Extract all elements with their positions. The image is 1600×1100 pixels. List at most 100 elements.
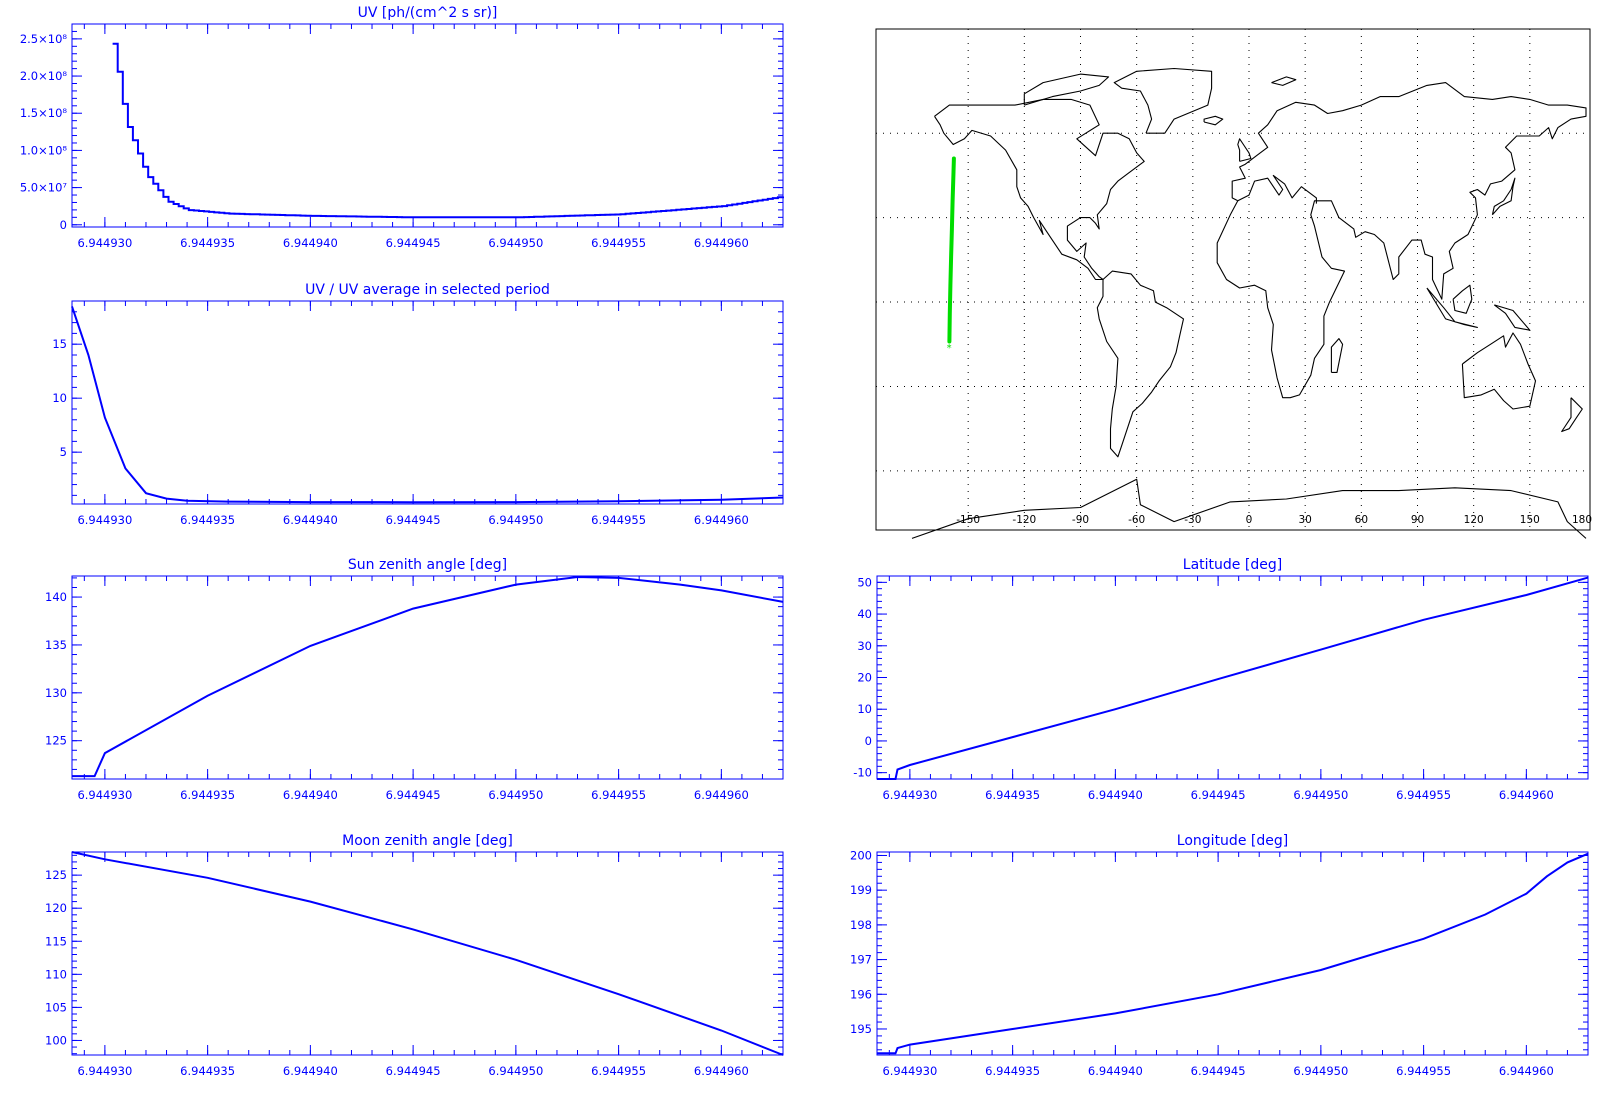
y-tick-label: 195 bbox=[850, 1022, 872, 1036]
coastline-mediterranean-north bbox=[1237, 174, 1317, 204]
world-map-panel: * -150 -120 -90 -60 -30 0 30 60 90 120 150 180 bbox=[875, 28, 1592, 539]
map-longitude-label: 30 bbox=[1298, 514, 1311, 526]
coastline-new-zealand bbox=[1561, 397, 1583, 433]
x-tick-label: 6.944935 bbox=[985, 788, 1040, 802]
x-tick-label: 6.944930 bbox=[77, 236, 132, 250]
map-coastlines bbox=[911, 67, 1587, 539]
coastline-british-isles bbox=[1237, 138, 1252, 162]
map-longitude-label: 180 bbox=[1572, 514, 1592, 526]
uv-ratio-plot-frame bbox=[71, 300, 784, 505]
x-tick-label: 6.944960 bbox=[694, 1064, 749, 1078]
x-tick-label: 6.944945 bbox=[1191, 1064, 1246, 1078]
x-tick-label: 6.944945 bbox=[386, 788, 441, 802]
coastline-africa-eurasia bbox=[1216, 82, 1587, 399]
y-tick-label: 30 bbox=[857, 639, 872, 653]
uv-chart: UV [ph/(cm^2 s sr)] 6.944930 6.944935 6.944… bbox=[20, 5, 784, 250]
coastline-borneo bbox=[1452, 284, 1473, 314]
x-tick-label: 6.944955 bbox=[1396, 788, 1451, 802]
latitude-title: Latitude [deg] bbox=[1183, 557, 1282, 573]
x-tick-label: 6.944940 bbox=[1088, 788, 1143, 802]
x-tick-label: 6.944930 bbox=[77, 513, 132, 527]
y-tick-label: 115 bbox=[45, 934, 67, 948]
coastline-antarctica bbox=[911, 478, 1587, 539]
coastline-iceland bbox=[1203, 115, 1224, 126]
uv-ratio-chart: UV / UV average in selected period 6.9449… bbox=[52, 282, 784, 527]
map-longitude-label: 120 bbox=[1464, 514, 1484, 526]
x-tick-label: 6.944955 bbox=[591, 236, 646, 250]
uv-plot-frame bbox=[71, 23, 784, 228]
map-longitude-label: 0 bbox=[1246, 514, 1253, 526]
longitude-title: Longitude [deg] bbox=[1177, 833, 1288, 849]
sun-zenith-series-line bbox=[72, 575, 784, 778]
y-tick-label: 1.5×10⁸ bbox=[20, 106, 68, 120]
y-tick-label: 130 bbox=[45, 686, 67, 700]
coastline-australia bbox=[1461, 332, 1537, 410]
y-tick-label: 198 bbox=[850, 918, 872, 932]
x-tick-label: 6.944955 bbox=[591, 788, 646, 802]
y-tick-label: 140 bbox=[45, 590, 67, 604]
longitude-chart: Longitude [deg] 6.944930 6.944935 6.944940 6… bbox=[850, 833, 1589, 1078]
map-longitude-label: 60 bbox=[1355, 514, 1368, 526]
x-tick-label: 6.944955 bbox=[591, 513, 646, 527]
x-tick-label: 6.944960 bbox=[694, 513, 749, 527]
x-tick-label: 6.944930 bbox=[77, 788, 132, 802]
y-tick-label: 125 bbox=[45, 734, 67, 748]
moon-zenith-plot-frame bbox=[71, 851, 784, 1056]
x-tick-label: 6.944930 bbox=[77, 1064, 132, 1078]
track-start-marker: * bbox=[947, 343, 952, 354]
y-tick-label: 50 bbox=[857, 575, 872, 589]
coastline-north-america bbox=[934, 98, 1145, 281]
y-tick-label: 0 bbox=[865, 734, 872, 748]
map-longitude-label: -120 bbox=[1012, 514, 1036, 526]
y-tick-label: 135 bbox=[45, 638, 67, 652]
x-tick-label: 6.944940 bbox=[1088, 1064, 1143, 1078]
y-tick-label: -10 bbox=[853, 766, 872, 780]
y-tick-label: 1.0×10⁸ bbox=[20, 143, 68, 157]
y-tick-label: 200 bbox=[850, 848, 872, 862]
coastline-arctic-islands bbox=[1023, 73, 1110, 106]
y-tick-label: 196 bbox=[850, 987, 872, 1001]
x-tick-label: 6.944960 bbox=[694, 236, 749, 250]
y-tick-label: 2.5×10⁸ bbox=[20, 32, 68, 46]
x-tick-label: 6.944950 bbox=[488, 236, 543, 250]
x-tick-label: 6.944935 bbox=[985, 1064, 1040, 1078]
x-tick-label: 6.944940 bbox=[283, 236, 338, 250]
sun-zenith-plot-frame bbox=[71, 575, 784, 780]
map-longitude-label: 150 bbox=[1520, 514, 1540, 526]
satellite-ground-track: * bbox=[947, 156, 956, 354]
map-longitude-label: -150 bbox=[956, 514, 980, 526]
ground-track-line bbox=[947, 156, 956, 344]
latitude-series-line bbox=[877, 576, 1589, 780]
y-tick-label: 197 bbox=[850, 953, 872, 967]
x-tick-label: 6.944930 bbox=[882, 1064, 937, 1078]
uv-title: UV [ph/(cm^2 s sr)] bbox=[358, 5, 498, 21]
uv-series-line bbox=[112, 42, 784, 219]
y-tick-label: 199 bbox=[850, 883, 872, 897]
x-tick-label: 6.944950 bbox=[1293, 788, 1348, 802]
x-tick-label: 6.944940 bbox=[283, 513, 338, 527]
y-tick-label: 100 bbox=[45, 1033, 67, 1047]
longitude-series-line bbox=[877, 852, 1589, 1055]
y-tick-label: 105 bbox=[45, 1000, 67, 1014]
moon-zenith-chart: Moon zenith angle [deg] 6.944930 6.944935 6… bbox=[45, 833, 784, 1078]
y-tick-label: 2.0×10⁸ bbox=[20, 69, 68, 83]
sun-zenith-title: Sun zenith angle [deg] bbox=[348, 557, 507, 573]
y-tick-label: 110 bbox=[45, 967, 67, 981]
coastline-greenland bbox=[1113, 67, 1213, 134]
x-tick-label: 6.944955 bbox=[591, 1064, 646, 1078]
x-tick-label: 6.944945 bbox=[1191, 788, 1246, 802]
x-tick-label: 6.944945 bbox=[386, 1064, 441, 1078]
uv-ratio-series-line bbox=[71, 306, 784, 504]
x-tick-label: 6.944950 bbox=[488, 788, 543, 802]
coastline-japan bbox=[1491, 177, 1516, 216]
coastline-south-america bbox=[1096, 270, 1185, 458]
x-tick-label: 6.944960 bbox=[1499, 788, 1554, 802]
x-tick-label: 6.944945 bbox=[386, 236, 441, 250]
moon-zenith-series-line bbox=[71, 851, 784, 1056]
y-tick-label: 10 bbox=[52, 391, 67, 405]
x-tick-label: 6.944930 bbox=[882, 788, 937, 802]
coastline-svalbard bbox=[1271, 76, 1297, 86]
y-tick-label: 10 bbox=[857, 702, 872, 716]
x-tick-label: 6.944935 bbox=[180, 513, 235, 527]
